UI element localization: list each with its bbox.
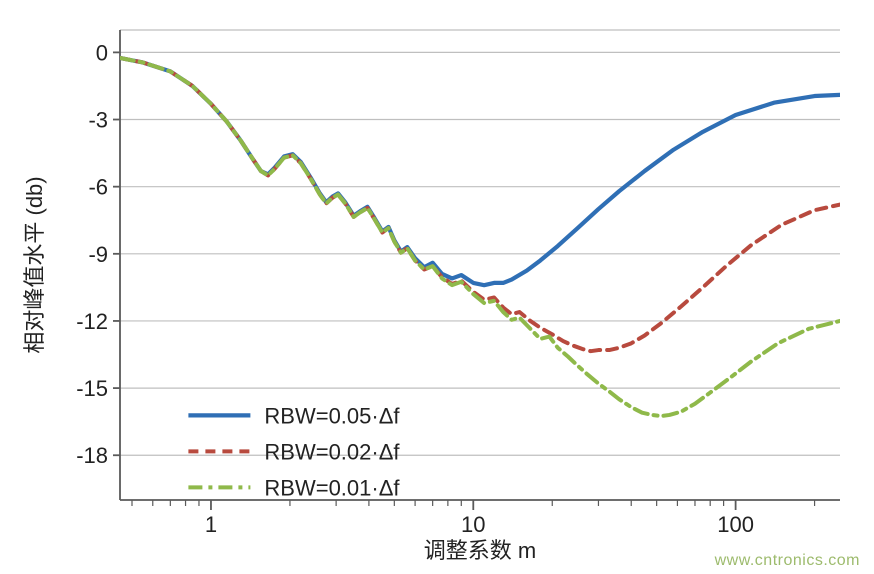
xtick-label: 10 xyxy=(461,512,485,537)
ytick-label: -18 xyxy=(76,443,108,468)
legend-label: RBW=0.01·Δf xyxy=(264,475,400,500)
line-chart: -18 -15 -12 -9 -6 -3 0 1 10 100 相对峰值水平 (db) 调整系数 m R… xyxy=(0,0,874,574)
xtick-label: 1 xyxy=(205,512,217,537)
ytick-label: -3 xyxy=(88,108,108,133)
y-axis-label: 相对峰值水平 (db) xyxy=(22,176,47,353)
chart-bg xyxy=(0,0,874,574)
watermark: www.cntronics.com xyxy=(715,552,860,570)
ytick-label: 0 xyxy=(96,40,108,65)
ytick-label: -12 xyxy=(76,309,108,334)
legend-label: RBW=0.02·Δf xyxy=(264,439,400,464)
ytick-label: -6 xyxy=(88,175,108,200)
chart-container: -18 -15 -12 -9 -6 -3 0 1 10 100 相对峰值水平 (db) 调整系数 m R… xyxy=(0,0,874,574)
xtick-label: 100 xyxy=(717,512,754,537)
ytick-label: -9 xyxy=(88,242,108,267)
legend-label: RBW=0.05·Δf xyxy=(264,403,400,428)
ytick-label: -15 xyxy=(76,376,108,401)
x-axis-label: 调整系数 m xyxy=(424,538,536,563)
